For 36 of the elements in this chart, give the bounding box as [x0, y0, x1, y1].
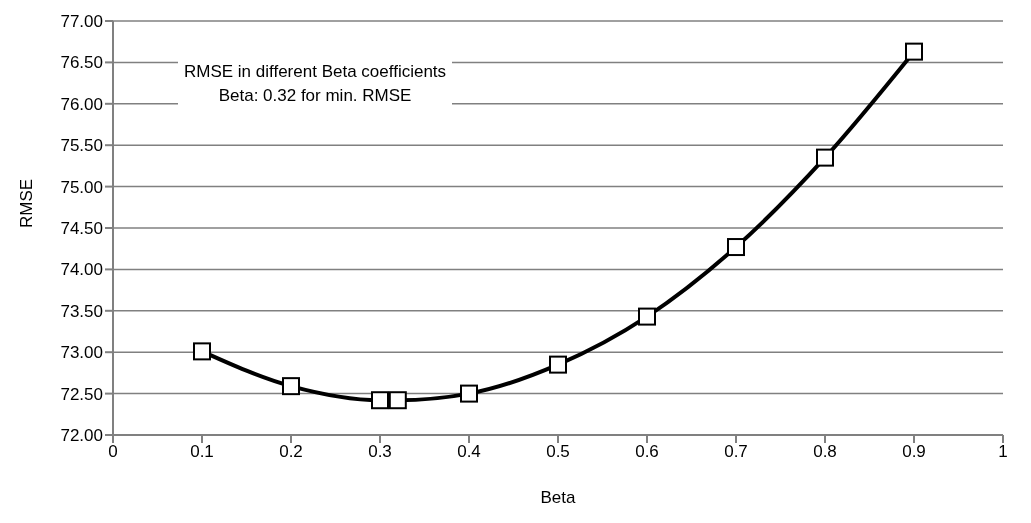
annotation: Beta: 0.32 for min. RMSE	[217, 85, 413, 107]
point	[816, 148, 834, 167]
y-tick-label: 77.00	[60, 12, 103, 32]
point	[371, 391, 389, 410]
x-tick-label: 0.9	[902, 442, 926, 462]
point	[905, 42, 923, 61]
x-tick-label: 0.8	[813, 442, 837, 462]
y-tick-label: 72.50	[60, 384, 103, 404]
point	[460, 384, 478, 403]
point	[282, 377, 300, 396]
y-tick-label: 74.00	[60, 260, 103, 280]
x-tick-label: 0.6	[635, 442, 659, 462]
annotation: RMSE in different Beta coefficients	[184, 61, 447, 83]
point	[193, 342, 211, 361]
y-axis-title: RMSE	[17, 178, 37, 228]
point	[727, 238, 745, 257]
y-tick-label: 73.00	[60, 343, 103, 363]
point	[638, 307, 656, 326]
x-tick-label: 0.5	[546, 442, 570, 462]
x-tick-label: 0.7	[724, 442, 748, 462]
y-tick-label: 74.50	[60, 219, 103, 239]
y-tick-label: 76.50	[60, 53, 103, 73]
x-tick-label: 0	[108, 442, 118, 462]
y-tick-label: 75.00	[60, 177, 103, 197]
point	[388, 391, 407, 410]
x-tick-label: 0.3	[368, 442, 392, 462]
y-tick-label: 72.00	[60, 426, 103, 446]
x-tick-label: 0.1	[190, 442, 214, 462]
y-tick-label: 75.50	[60, 136, 103, 156]
x-tick-label: 0.2	[279, 442, 303, 462]
y-tick-label: 73.50	[60, 301, 103, 321]
y-tick-label: 76.00	[60, 94, 103, 114]
x-axis-title: Beta	[540, 488, 577, 507]
x-tick-label: 1	[998, 442, 1008, 462]
x-tick-label: 0.4	[457, 442, 481, 462]
point	[549, 355, 567, 374]
